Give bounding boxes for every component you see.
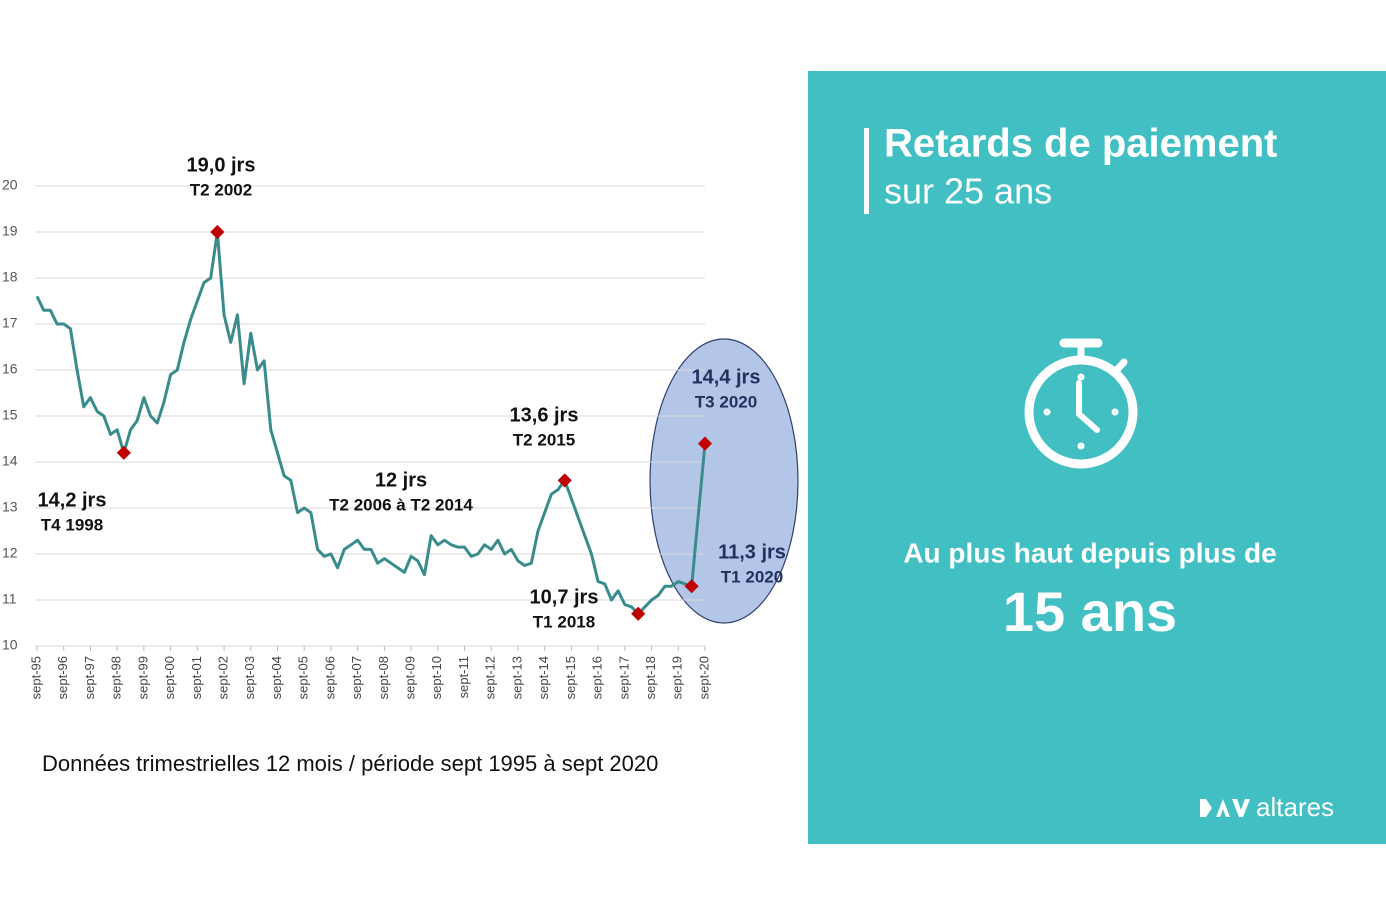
x-tick-label: sept-20 bbox=[696, 656, 711, 699]
panel-title: Retards de paiement bbox=[884, 122, 1277, 166]
x-tick-label: sept-08 bbox=[376, 656, 391, 699]
annotation-text: 14,4 jrs bbox=[692, 366, 761, 388]
x-tick-label: sept-19 bbox=[670, 656, 685, 699]
y-tick-label: 12 bbox=[2, 545, 18, 561]
annotation-marker bbox=[697, 436, 713, 451]
x-tick-label: sept-98 bbox=[109, 656, 124, 699]
annotation-text: 10,7 jrs bbox=[530, 586, 599, 608]
x-tick-label: sept-17 bbox=[616, 656, 631, 699]
x-tick-label: sept-05 bbox=[296, 656, 311, 699]
x-tick-label: sept-04 bbox=[269, 656, 284, 699]
y-tick-label: 14 bbox=[2, 453, 18, 469]
chart-note: Données trimestrielles 12 mois / période… bbox=[42, 751, 658, 776]
logo-mark bbox=[1200, 799, 1250, 817]
x-tick-label: sept-03 bbox=[242, 656, 257, 699]
x-tick-label: sept-99 bbox=[135, 656, 150, 699]
annotation-marker bbox=[210, 224, 225, 240]
x-tick-label: sept-96 bbox=[55, 656, 70, 699]
y-tick-label: 19 bbox=[2, 223, 18, 239]
annotation-subtext: T3 2020 bbox=[695, 392, 757, 411]
panel-highlight: 15 ans bbox=[1003, 580, 1177, 643]
x-tick-label: sept-10 bbox=[429, 656, 444, 699]
panel-subtitle: sur 25 ans bbox=[884, 171, 1052, 212]
highlight-ellipse bbox=[649, 338, 799, 624]
annotation-subtext: T2 2006 à T2 2014 bbox=[329, 495, 473, 514]
y-tick-label: 16 bbox=[2, 361, 18, 377]
x-tick-label: sept-01 bbox=[189, 656, 204, 699]
data-line bbox=[35, 230, 707, 616]
x-tick-label: sept-15 bbox=[563, 656, 578, 699]
x-tick-label: sept-11 bbox=[456, 656, 471, 698]
y-tick-label: 15 bbox=[2, 407, 18, 423]
annotation-text: 13,6 jrs bbox=[510, 404, 579, 426]
stopwatch-icon bbox=[1024, 338, 1138, 469]
y-tick-label: 18 bbox=[2, 269, 18, 285]
x-tick-label: sept-12 bbox=[483, 656, 498, 699]
x-tick-label: sept-16 bbox=[590, 656, 605, 699]
x-tick-label: sept-14 bbox=[536, 656, 551, 699]
x-tick-label: sept-13 bbox=[509, 656, 524, 699]
logo-text: altares bbox=[1256, 792, 1334, 822]
x-tick-label: sept-18 bbox=[643, 656, 658, 699]
x-tick-label: sept-95 bbox=[28, 656, 43, 699]
x-tick-label: sept-97 bbox=[82, 656, 97, 699]
x-tick-label: sept-06 bbox=[322, 656, 337, 699]
annotation-marker bbox=[116, 445, 131, 460]
annotation-marker bbox=[557, 473, 572, 488]
title-bar bbox=[864, 128, 869, 214]
y-tick-label: 17 bbox=[2, 315, 18, 331]
x-tick-label: sept-02 bbox=[215, 656, 230, 699]
x-tick-label: sept-09 bbox=[403, 656, 418, 699]
annotation-text: 19,0 jrs bbox=[187, 154, 256, 176]
annotation-subtext: T2 2015 bbox=[513, 430, 575, 449]
x-tick-label: sept-07 bbox=[349, 656, 364, 699]
annotation-marker bbox=[631, 606, 646, 621]
annotation-subtext: T1 2018 bbox=[533, 612, 595, 631]
annotation-subtext: T4 1998 bbox=[41, 515, 103, 534]
annotation-text: 11,3 jrs bbox=[718, 541, 786, 563]
y-tick-label: 20 bbox=[2, 177, 18, 193]
annotation-text: 14,2 jrs bbox=[38, 489, 107, 511]
annotation-subtext: T2 2002 bbox=[190, 180, 252, 199]
panel-headline: Au plus haut depuis plus de bbox=[903, 537, 1276, 568]
annotation-text: 12 jrs bbox=[375, 469, 427, 491]
annotation-subtext: T1 2020 bbox=[721, 567, 783, 586]
y-tick-label: 13 bbox=[2, 499, 18, 515]
y-tick-label: 10 bbox=[2, 637, 18, 653]
x-tick-label: sept-00 bbox=[162, 656, 177, 699]
y-tick-label: 11 bbox=[2, 591, 17, 607]
annotation-marker bbox=[684, 579, 699, 594]
